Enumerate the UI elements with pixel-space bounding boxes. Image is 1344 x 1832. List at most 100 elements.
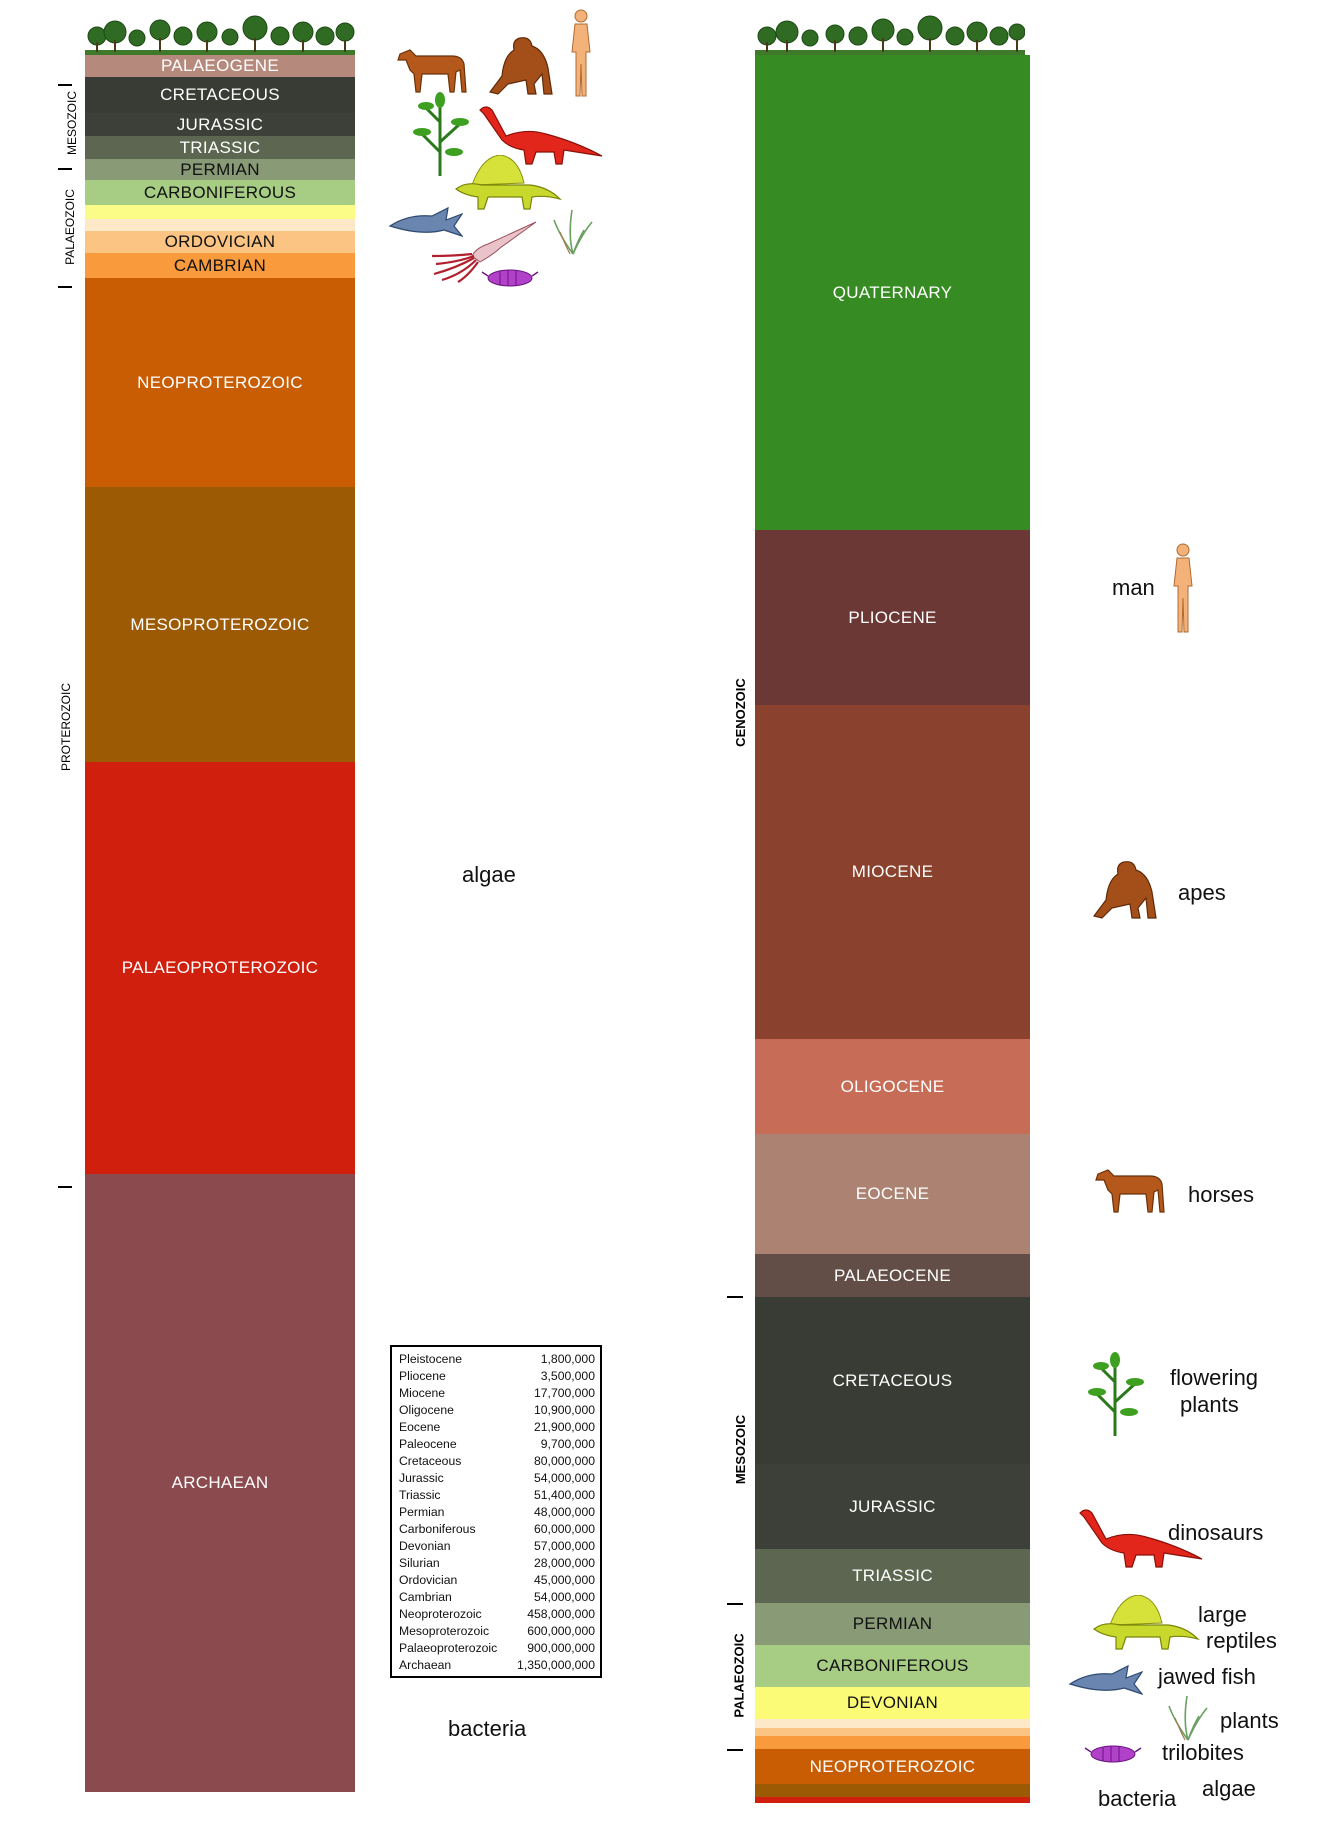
legend-period-name: Neoproterozoic [399, 1607, 482, 1621]
legend-period-name: Triassic [399, 1488, 441, 1502]
left-band-label: PALAEOGENE [161, 56, 279, 75]
right-band-label: NEOPROTEROZOIC [809, 1756, 976, 1776]
left-era-label-palaeozoic: PALAEOZOIC [62, 189, 77, 265]
legend-row: Neoproterozoic 458,000,000 [399, 1606, 595, 1623]
legend-duration-years: 28,000,000 [534, 1556, 595, 1570]
right-life-label-apes: apes [1178, 880, 1226, 905]
right-band-label: CARBONIFEROUS [816, 1656, 969, 1675]
legend-row: Pliocene 3,500,000 [399, 1368, 595, 1385]
legend-row: Devonian 57,000,000 [399, 1538, 595, 1555]
right-band-label: JURASSIC [849, 1496, 936, 1516]
right-band-carboniferous: CARBONIFEROUS [755, 1645, 1030, 1687]
right-life-label-dinosaurs: dinosaurs [1168, 1520, 1264, 1545]
legend-period-name: Oligocene [399, 1403, 454, 1417]
legend-period-name: Silurian [399, 1556, 440, 1570]
plant-icon [410, 92, 470, 182]
left-band-triassic: TRIASSIC [85, 136, 355, 159]
right-band-label: QUATERNARY [832, 282, 953, 302]
right-band-neoproterozoic: NEOPROTEROZOIC [755, 1749, 1030, 1784]
seaweed-icon [1163, 1692, 1213, 1747]
left-band-jurassic: JURASSIC [85, 113, 355, 136]
fish-icon [388, 204, 464, 245]
legend-duration-years: 21,900,000 [534, 1420, 595, 1434]
right-band-miocene: MIOCENE [755, 705, 1030, 1039]
legend-duration-years: 57,000,000 [534, 1539, 595, 1553]
right-life-label-plants-2: plants [1220, 1708, 1279, 1733]
right-band-oligocene: OLIGOCENE [755, 1039, 1030, 1134]
legend-period-name: Jurassic [399, 1471, 444, 1485]
horse-icon [392, 40, 472, 100]
right-band-unlabeled [755, 1736, 1030, 1749]
legend-row: Carboniferous 60,000,000 [399, 1521, 595, 1538]
legend-period-name: Devonian [399, 1539, 451, 1553]
seaweed-icon [548, 206, 598, 261]
right-band-pliocene: PLIOCENE [755, 530, 1030, 705]
right-life-label-large: large [1198, 1602, 1247, 1627]
trilobite-icon [480, 262, 540, 297]
legend-duration-years: 80,000,000 [534, 1454, 595, 1468]
left-band-palaeoproterozoic: PALAEOPROTEROZOIC [85, 762, 355, 1174]
right-band-unlabeled [755, 1728, 1030, 1736]
left-era-label-proterozoic: PROTEROZOIC [59, 682, 74, 772]
left-band-label: TRIASSIC [179, 137, 261, 157]
left-band-carboniferous: CARBONIFEROUS [85, 180, 355, 205]
left-era-label-mesozoic: MESOZOIC [65, 90, 80, 156]
squid-icon [428, 218, 538, 288]
right-life-label-trilobites: trilobites [1162, 1740, 1244, 1765]
legend-duration-years: 1,350,000,000 [517, 1658, 595, 1672]
legend-duration-years: 9,700,000 [540, 1437, 595, 1451]
man-icon [1168, 542, 1198, 639]
reptile-icon [1090, 1594, 1200, 1660]
right-life-label-bacteria: bacteria [1098, 1786, 1177, 1811]
right-life-label-man: man [1112, 575, 1155, 600]
right-band-devonian: DEVONIAN [755, 1687, 1030, 1719]
left-stratigraphic-column: PALAEOGENE CRETACEOUS JURASSIC TRIASSIC PERM… [85, 55, 355, 1822]
left-tick [58, 168, 72, 170]
left-band-label: PALAEOPROTEROZOIC [121, 958, 319, 977]
right-band-label: DEVONIAN [846, 1693, 939, 1712]
legend-period-name: Ordovician [399, 1573, 458, 1587]
legend-period-name: Eocene [399, 1420, 441, 1434]
legend-period-name: Carboniferous [399, 1522, 476, 1536]
legend-row: Archaean 1,350,000,000 [399, 1657, 595, 1674]
horse-icon [1090, 1160, 1170, 1220]
left-band-cretaceous: CRETACEOUS [85, 77, 355, 113]
left-band-label: JURASSIC [176, 114, 264, 134]
right-band-label: PLIOCENE [848, 607, 937, 627]
legend-period-name: Palaeoproterozoic [399, 1641, 498, 1655]
right-tick [727, 1749, 743, 1751]
man-icon [566, 8, 596, 103]
right-band-label: OLIGOCENE [840, 1076, 945, 1096]
left-band-label: MESOPROTEROZOIC [130, 614, 310, 634]
legend-row: Miocene 17,700,000 [399, 1385, 595, 1402]
legend-row: Triassic 51,400,000 [399, 1487, 595, 1504]
legend-row: Silurian 28,000,000 [399, 1555, 595, 1572]
legend-duration-years: 600,000,000 [527, 1624, 595, 1638]
left-tick [58, 1186, 72, 1188]
right-stratigraphic-column: QUATERNARY PLIOCENE MIOCENE OLIGOCENE EOCENE… [755, 55, 1030, 1823]
legend-duration-years: 54,000,000 [534, 1590, 595, 1604]
left-band-cambrian: CAMBRIAN [85, 253, 355, 278]
legend-duration-years: 60,000,000 [534, 1522, 595, 1536]
ape-icon [486, 34, 556, 103]
legend-row: Permian 48,000,000 [399, 1504, 595, 1521]
right-life-label-algae: algae [1202, 1776, 1256, 1801]
legend-row: Cambrian 54,000,000 [399, 1589, 595, 1606]
right-band-unlabeled [755, 1719, 1030, 1728]
right-life-label-jawed-fish: jawed fish [1158, 1664, 1256, 1689]
right-tick [727, 1603, 743, 1605]
dinosaur-icon [1076, 1505, 1206, 1575]
left-life-label-algae: algae [462, 862, 516, 887]
left-trees-icon [85, 12, 355, 56]
legend-row: Palaeoproterozoic 900,000,000 [399, 1640, 595, 1657]
right-era-label-palaeozoic: PALAEOZOIC [731, 1633, 747, 1718]
ape-icon [1090, 858, 1160, 927]
right-band-label: TRIASSIC [852, 1566, 933, 1585]
right-tick [727, 1296, 743, 1298]
legend-duration-years: 1,800,000 [540, 1352, 595, 1366]
legend-period-name: Pliocene [399, 1369, 446, 1383]
left-tick [58, 84, 72, 86]
legend-period-name: Paleocene [399, 1437, 457, 1451]
legend-period-name: Archaean [399, 1658, 452, 1672]
right-band-unlabeled [755, 1784, 1030, 1797]
